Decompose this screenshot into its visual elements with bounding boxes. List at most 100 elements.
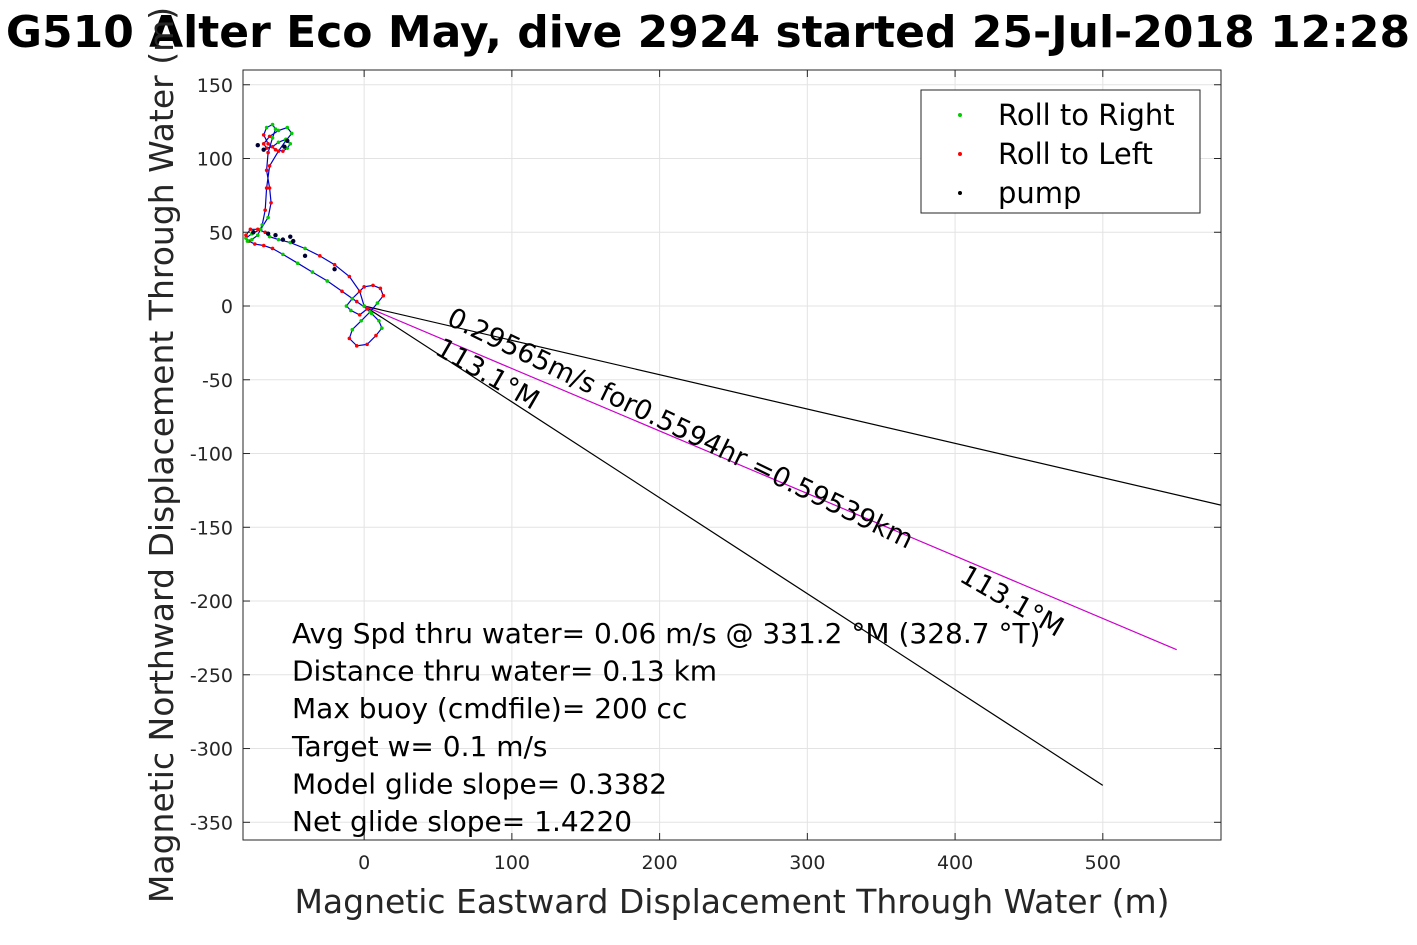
- x-tick-label: 500: [1085, 852, 1121, 874]
- pump-layer: [251, 138, 337, 272]
- roll-left-point: [362, 285, 366, 289]
- y-tick-label: -150: [190, 517, 233, 539]
- roll-left-point: [365, 342, 369, 347]
- y-tick-label: -50: [202, 370, 233, 392]
- pump-point: [280, 237, 286, 242]
- pump-point: [251, 230, 256, 235]
- roll-left-point: [354, 299, 359, 304]
- roll-right-point: [288, 141, 293, 146]
- roll-left-point: [267, 186, 272, 190]
- roll-left-point: [264, 168, 269, 173]
- roll-left-point: [318, 254, 322, 258]
- heading-line: [363, 305, 1104, 786]
- roll-right-point: [270, 136, 275, 140]
- roll-right-point: [349, 308, 353, 313]
- roll-left-point: [357, 289, 362, 294]
- roll-right-point: [303, 246, 307, 251]
- roll-left-point: [381, 293, 386, 298]
- axis-ticks: 0 100 200 300 400 500150100500-50-100-150-200…: [190, 70, 1221, 874]
- legend-label-0: Roll to Right: [998, 98, 1175, 132]
- legend-label-2: pump: [998, 176, 1081, 210]
- roll-right-point: [368, 310, 372, 314]
- roll-right-point: [285, 125, 290, 130]
- legend-label-1: Roll to Left: [998, 137, 1153, 171]
- pump-point: [302, 253, 308, 259]
- roll-right-point: [350, 327, 355, 332]
- drift-line: [363, 305, 1177, 651]
- roll-left-point: [273, 147, 278, 152]
- roll-right-point: [289, 131, 294, 136]
- roll-right-point: [276, 237, 281, 242]
- y-tick-label: 100: [197, 149, 233, 171]
- roll-right-point: [255, 233, 260, 238]
- roll-left-point: [270, 144, 275, 149]
- y-tick-label: -300: [190, 739, 233, 761]
- roll-right-point: [359, 318, 363, 323]
- y-axis-label: Magnetic Northward Displacement Through …: [142, 7, 181, 903]
- roll-left-point: [264, 186, 269, 190]
- pump-point: [282, 144, 287, 149]
- legend-marker-1: [958, 152, 962, 156]
- stat-line-5: Net glide slope= 1.4220: [292, 805, 632, 838]
- grid-lines: [243, 70, 1221, 840]
- roll-right-point: [270, 122, 275, 127]
- pump-point: [273, 233, 278, 238]
- x-tick-label: 0: [358, 852, 370, 874]
- roll-right-point: [266, 215, 270, 220]
- roll-right-point: [273, 127, 278, 131]
- pump-point: [291, 238, 296, 244]
- roll-left-point: [269, 200, 273, 205]
- pump-point: [332, 266, 337, 272]
- legend-marker-2: [958, 191, 962, 195]
- roll-left-point: [266, 150, 270, 155]
- roll-left-point: [261, 133, 266, 137]
- pump-point: [255, 143, 260, 148]
- roll-right-point: [260, 223, 265, 227]
- roll-left-point: [374, 333, 378, 338]
- roll-right-point: [245, 239, 250, 243]
- current-direction-line: [364, 305, 1221, 506]
- roll-left-point: [332, 262, 337, 267]
- stat-line-3: Target w= 0.1 m/s: [291, 730, 548, 763]
- roll-right-point: [375, 301, 380, 305]
- stat-line-0: Avg Spd thru water= 0.06 m/s @ 331.2 °M …: [292, 617, 1040, 650]
- roll-left-point: [371, 283, 375, 288]
- stat-line-2: Max buoy (cmdfile)= 200 cc: [292, 692, 687, 725]
- roll-left-point: [270, 246, 275, 251]
- roll-left-point: [266, 141, 270, 146]
- y-tick-label: 150: [197, 75, 233, 97]
- roll-left-point: [347, 336, 352, 341]
- roll-left-point: [261, 243, 266, 248]
- roll-right-point: [276, 128, 281, 133]
- roll-left-point: [267, 134, 272, 139]
- y-tick-label: -200: [190, 591, 233, 613]
- roll-left-point: [354, 344, 359, 348]
- stat-line-1: Distance thru water= 0.13 km: [292, 655, 717, 688]
- stats-block: Avg Spd thru water= 0.06 m/s @ 331.2 °M …: [291, 617, 1040, 838]
- roll-left-point: [347, 274, 352, 279]
- pump-point: [261, 147, 266, 152]
- chart-title: G510 Alter Eco May, dive 2924 started 25…: [6, 7, 1410, 58]
- roll-right-point: [325, 279, 330, 283]
- plot-frame: [242, 69, 1222, 841]
- y-tick-label: 50: [209, 222, 233, 244]
- roll-right-point: [281, 252, 285, 257]
- y-tick-label: -250: [190, 665, 233, 687]
- roll-right-point: [344, 304, 349, 308]
- roll-left-point: [248, 227, 253, 232]
- roll-left-point: [357, 313, 362, 317]
- roll-right-point: [380, 326, 384, 330]
- roll-right-point: [362, 304, 366, 308]
- roll-right-point: [377, 318, 381, 323]
- roll-left-point: [267, 164, 272, 168]
- roll-left-point: [276, 149, 281, 153]
- roll-right-point: [350, 296, 355, 301]
- x-axis-label: Magnetic Eastward Displacement Through W…: [294, 882, 1169, 921]
- reference-lines: [363, 305, 1221, 786]
- roll-right-point: [264, 125, 269, 130]
- roll-right-point: [258, 227, 263, 232]
- legend-marker-0: [958, 113, 962, 117]
- y-tick-label: -350: [190, 812, 233, 834]
- x-tick-label: 400: [937, 852, 973, 874]
